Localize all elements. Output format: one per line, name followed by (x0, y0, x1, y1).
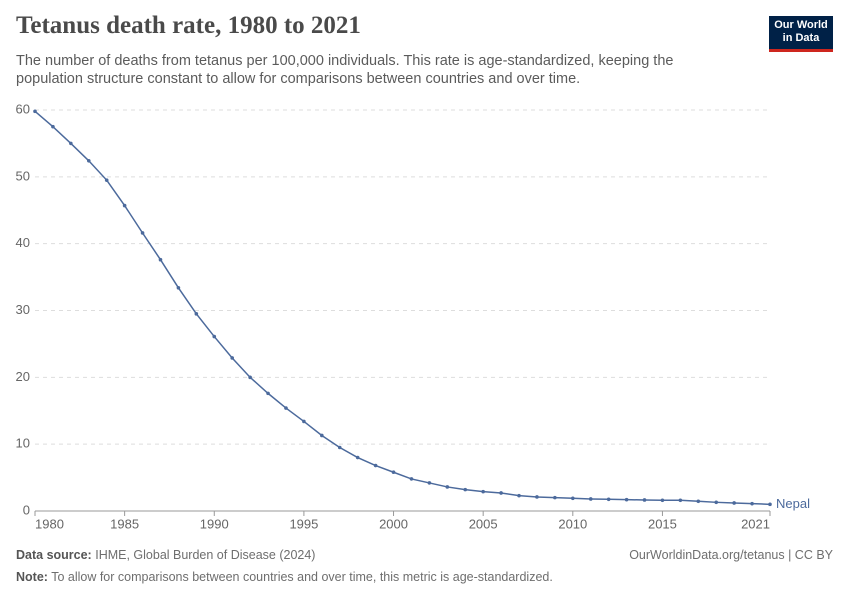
point (714, 500, 719, 505)
point (553, 495, 557, 500)
point (750, 501, 754, 506)
point (499, 491, 503, 495)
y-tick-label: 50 (16, 168, 30, 183)
y-tick-label: 20 (16, 369, 30, 384)
note-label: Note: (16, 570, 48, 584)
point (194, 312, 199, 316)
note-text: To allow for comparisons between countri… (51, 570, 553, 584)
y-tick-label: 40 (16, 235, 30, 250)
chart-title: Tetanus death rate, 1980 to 2021 (16, 12, 361, 39)
point (571, 496, 575, 501)
x-tick-label: 1990 (200, 516, 229, 531)
x-tick-label: 1995 (289, 516, 318, 531)
point (284, 406, 288, 410)
x-tick-label: 2000 (379, 516, 408, 531)
point (140, 231, 145, 235)
point (51, 124, 55, 129)
point (355, 455, 360, 460)
point (122, 203, 127, 208)
point (33, 109, 37, 114)
source-text: IHME, Global Burden of Disease (2024) (95, 548, 316, 562)
point (248, 375, 252, 380)
y-tick-label: 10 (16, 436, 30, 451)
point (158, 257, 163, 262)
point (732, 501, 736, 505)
x-tick-label: 2021 (741, 516, 770, 531)
logo[interactable]: Our World in Data (769, 16, 833, 52)
x-tick-label: 1980 (35, 516, 64, 531)
point (642, 498, 647, 502)
point (535, 495, 539, 499)
source: Data source: IHME, Global Burden of Dise… (16, 548, 315, 562)
x-tick-label: 2005 (469, 516, 498, 531)
point (445, 485, 450, 489)
series-label: Nepal (776, 496, 810, 511)
logo-text: in Data (782, 32, 820, 44)
x-tick-label: 2010 (558, 516, 587, 531)
logo-text: Our World (774, 19, 828, 31)
x-tick-label: 2015 (648, 516, 677, 531)
point (624, 497, 629, 502)
point (481, 489, 485, 494)
point (768, 502, 772, 507)
point (86, 158, 91, 163)
point (69, 141, 73, 146)
point (104, 178, 109, 182)
point (337, 445, 342, 450)
y-tick-label: 60 (16, 101, 30, 116)
point (212, 334, 217, 339)
point (266, 391, 270, 396)
point (427, 481, 432, 485)
line (34, 110, 771, 506)
point (176, 285, 181, 290)
point (230, 356, 234, 360)
point (302, 419, 306, 424)
point (409, 477, 414, 481)
point (463, 487, 468, 492)
point (660, 498, 665, 503)
point (320, 433, 324, 438)
point (678, 498, 683, 503)
point (606, 497, 611, 502)
y-tick-label: 30 (16, 302, 30, 317)
y-tick-label: 0 (23, 502, 30, 517)
point (517, 493, 521, 498)
chart-subtitle: The number of deaths from tetanus per 10… (16, 53, 674, 87)
note: Note: To allow for comparisons between c… (16, 570, 553, 584)
point (391, 470, 396, 475)
x-tick-label: 1985 (110, 516, 139, 531)
point (373, 463, 378, 468)
point (696, 499, 701, 504)
point (588, 497, 593, 501)
source-label: Data source: (16, 548, 92, 562)
link[interactable]: OurWorldinData.org/tetanus | CC BY (629, 548, 833, 562)
